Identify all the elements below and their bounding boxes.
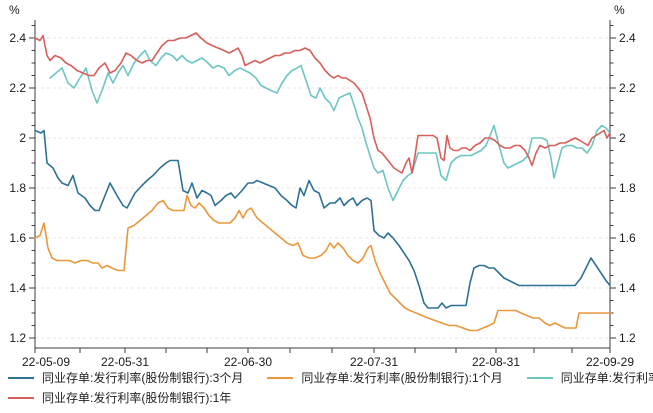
x-tick-label: 22-05-31	[101, 355, 149, 368]
y-tick-label-right: 1.8	[619, 181, 636, 195]
y-tick-label-right: 2.2	[619, 81, 636, 95]
legend-label: 同业存单:发行利率(股份制银行):9个月	[560, 371, 653, 385]
y-tick-label-left: 1.8	[9, 181, 26, 195]
y-tick-label-right: 2	[619, 131, 626, 145]
plot-area: 2.4 2.4 2.2 2.2 2 2 1.8 1.8 1.6 1.6 1.4 1.4 1.2 1.2 22…	[9, 20, 636, 369]
y-tick-label-right: 2.4	[619, 31, 636, 45]
legend-label: 同业存单:发行利率(股份制银行):3个月	[42, 371, 244, 385]
y-tick-label-left: 2.2	[9, 81, 26, 95]
legend-line-marker	[267, 376, 294, 379]
y-tick-label-left: 2.4	[9, 31, 26, 45]
y-tick-label-right: 1.2	[619, 331, 636, 345]
y-tick-label-right: 1.4	[619, 281, 636, 295]
x-tick-label: 22-07-31	[350, 355, 398, 368]
legend-row: 同业存单:发行利率(股份制银行):1年	[8, 389, 648, 406]
legend-item-3: 同业存单:发行利率(股份制银行):9个月	[526, 369, 653, 386]
chart-svg: % % 2.4 2.4 2.2 2.2 2 2 1.8 1.8 1.6 1.6 1.4 1.4 1.2 1…	[9, 3, 636, 369]
chart-legend: 同业存单:发行利率(股份制银行):3个月 同业存单:发行利率(股份制银行):1个月…	[8, 369, 653, 406]
y-tick-label-right: 1.6	[619, 231, 636, 245]
legend-item-1: 同业存单:发行利率(股份制银行):3个月	[8, 369, 243, 386]
legend-item-4: 同业存单:发行利率(股份制银行):1年	[8, 389, 231, 406]
y-tick-label-left: 2	[19, 131, 26, 145]
y-axis-unit-right: %	[614, 3, 625, 17]
legend-label: 同业存单:发行利率(股份制银行):1个月	[301, 371, 503, 385]
series-line-2	[34, 194, 611, 332]
series-line-4	[34, 32, 611, 174]
y-tick-label-left: 1.2	[9, 331, 26, 345]
x-tick-label: 22-05-09	[22, 355, 70, 368]
y-tick-label-left: 1.4	[9, 281, 26, 295]
series-line-3	[49, 49, 611, 202]
legend-label: 同业存单:发行利率(股份制银行):1年	[42, 391, 232, 405]
y-axis-unit-left: %	[9, 3, 20, 17]
x-tick-label: 22-09-29	[586, 355, 634, 368]
x-tick-label: 22-06-30	[224, 355, 272, 368]
legend-item-2: 同业存单:发行利率(股份制银行):1个月	[267, 369, 503, 386]
series-line-1	[34, 129, 611, 309]
y-tick-label-left: 1.6	[9, 231, 26, 245]
legend-row: 同业存单:发行利率(股份制银行):3个月 同业存单:发行利率(股份制银行):1个月…	[8, 369, 653, 386]
legend-line-marker	[526, 376, 553, 379]
legend-line-marker	[8, 396, 34, 399]
x-tick-label: 22-08-31	[472, 355, 520, 368]
legend-line-marker	[8, 376, 34, 379]
